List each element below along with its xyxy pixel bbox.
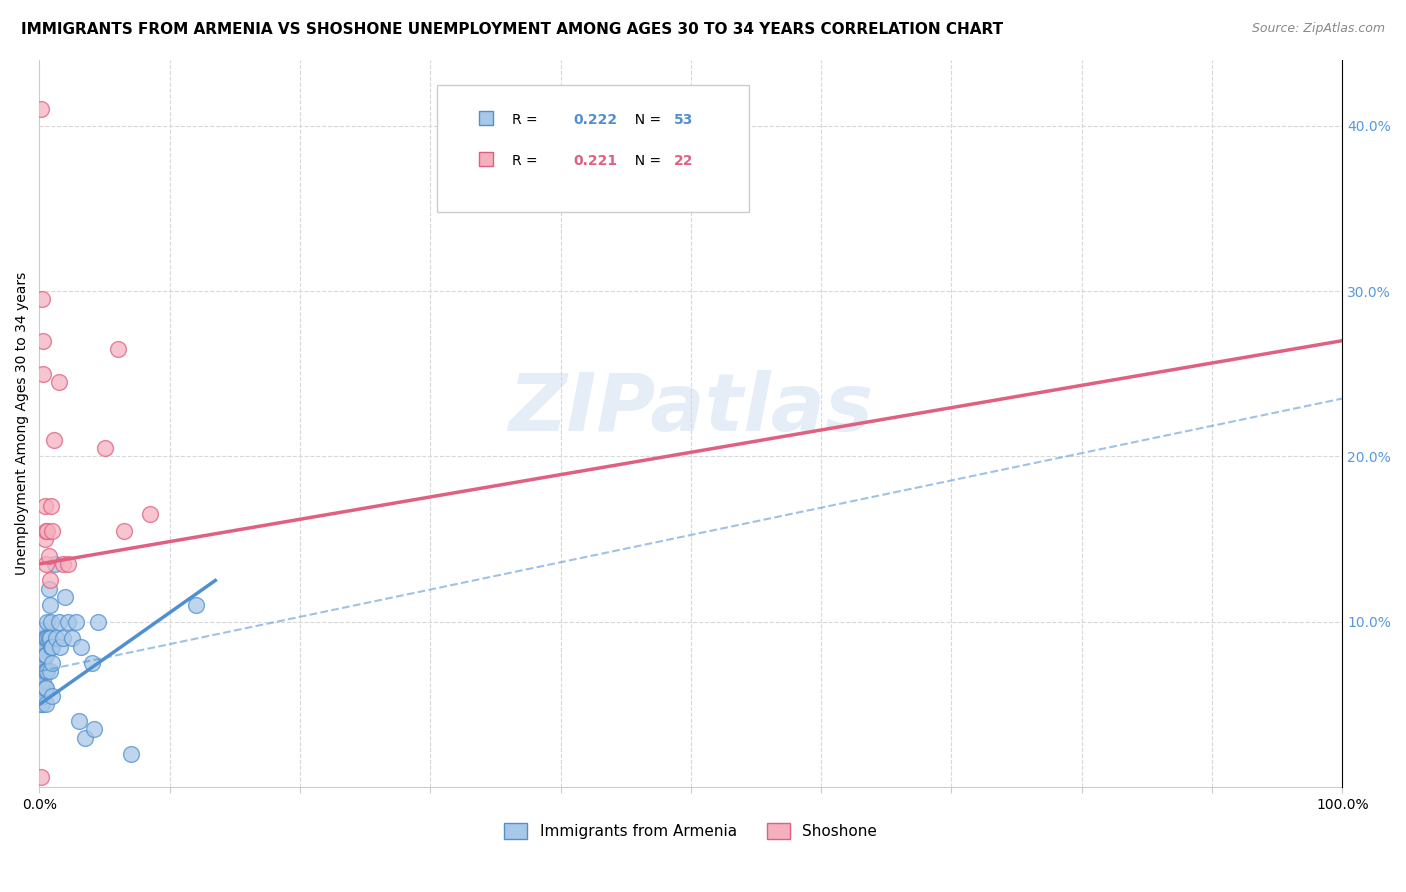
Point xyxy=(34,632,56,646)
Text: IMMIGRANTS FROM ARMENIA VS SHOSHONE UNEMPLOYMENT AMONG AGES 30 TO 34 YEARS CORRE: IMMIGRANTS FROM ARMENIA VS SHOSHONE UNEM… xyxy=(21,22,1004,37)
Point xyxy=(35,524,58,538)
Point xyxy=(35,665,58,679)
Point xyxy=(31,698,53,712)
Point xyxy=(38,665,60,679)
Point xyxy=(41,524,63,538)
Point xyxy=(35,648,58,662)
Text: 22: 22 xyxy=(673,154,693,169)
Point xyxy=(56,557,79,571)
Text: N =: N = xyxy=(626,113,665,127)
Point xyxy=(34,681,56,695)
Point xyxy=(45,632,67,646)
Point xyxy=(34,665,56,679)
Point xyxy=(55,590,77,604)
Point xyxy=(107,342,129,356)
Point xyxy=(48,375,70,389)
Point xyxy=(31,632,53,646)
Text: R =: R = xyxy=(512,154,543,169)
Point xyxy=(41,640,63,654)
Point xyxy=(38,599,60,613)
Text: Source: ZipAtlas.com: Source: ZipAtlas.com xyxy=(1251,22,1385,36)
Point xyxy=(31,648,53,662)
Text: N =: N = xyxy=(626,154,665,169)
Point xyxy=(31,293,53,307)
Point xyxy=(38,549,60,563)
Point xyxy=(35,681,58,695)
Text: R =: R = xyxy=(512,113,543,127)
Point xyxy=(32,623,55,637)
Point xyxy=(30,102,52,116)
Point xyxy=(34,648,56,662)
Point xyxy=(38,632,60,646)
Point xyxy=(32,656,55,670)
Point xyxy=(30,648,52,662)
Point xyxy=(112,524,135,538)
Point xyxy=(38,582,60,596)
Point xyxy=(32,640,55,654)
Point xyxy=(120,747,142,761)
Point xyxy=(30,698,52,712)
Point xyxy=(32,334,55,348)
Point xyxy=(38,574,60,588)
Point xyxy=(32,689,55,703)
Point xyxy=(34,532,56,546)
Point xyxy=(83,723,105,737)
Point xyxy=(35,632,58,646)
Y-axis label: Unemployment Among Ages 30 to 34 years: Unemployment Among Ages 30 to 34 years xyxy=(15,272,30,575)
Point xyxy=(39,615,62,629)
Point xyxy=(30,681,52,695)
Point xyxy=(37,665,59,679)
Point xyxy=(41,689,63,703)
Point xyxy=(44,557,66,571)
Point xyxy=(93,441,115,455)
Point xyxy=(32,367,55,381)
Point xyxy=(52,557,75,571)
Point xyxy=(31,665,53,679)
Point xyxy=(41,656,63,670)
FancyBboxPatch shape xyxy=(437,85,749,212)
Point xyxy=(30,770,52,784)
Text: 53: 53 xyxy=(673,113,693,127)
Point xyxy=(39,499,62,513)
Point xyxy=(52,632,75,646)
Point xyxy=(139,508,162,522)
Point xyxy=(67,714,90,728)
Text: 0.221: 0.221 xyxy=(574,154,617,169)
Point xyxy=(38,632,60,646)
Point xyxy=(39,640,62,654)
Point xyxy=(37,632,59,646)
Point xyxy=(30,665,52,679)
Point xyxy=(80,656,103,670)
Point xyxy=(37,524,59,538)
Point xyxy=(184,599,207,613)
Point xyxy=(60,632,83,646)
Point xyxy=(34,499,56,513)
Point xyxy=(65,615,87,629)
Point xyxy=(31,681,53,695)
Point xyxy=(56,615,79,629)
Point xyxy=(49,640,72,654)
Point xyxy=(35,698,58,712)
Point xyxy=(70,640,93,654)
Text: ZIPatlas: ZIPatlas xyxy=(509,370,873,448)
Point xyxy=(42,433,65,447)
Point xyxy=(37,615,59,629)
Point xyxy=(87,615,110,629)
Text: 0.222: 0.222 xyxy=(574,113,617,127)
Point xyxy=(32,673,55,687)
Point xyxy=(48,615,70,629)
Point xyxy=(73,731,96,745)
Legend: Immigrants from Armenia, Shoshone: Immigrants from Armenia, Shoshone xyxy=(498,817,883,845)
Point xyxy=(35,557,58,571)
